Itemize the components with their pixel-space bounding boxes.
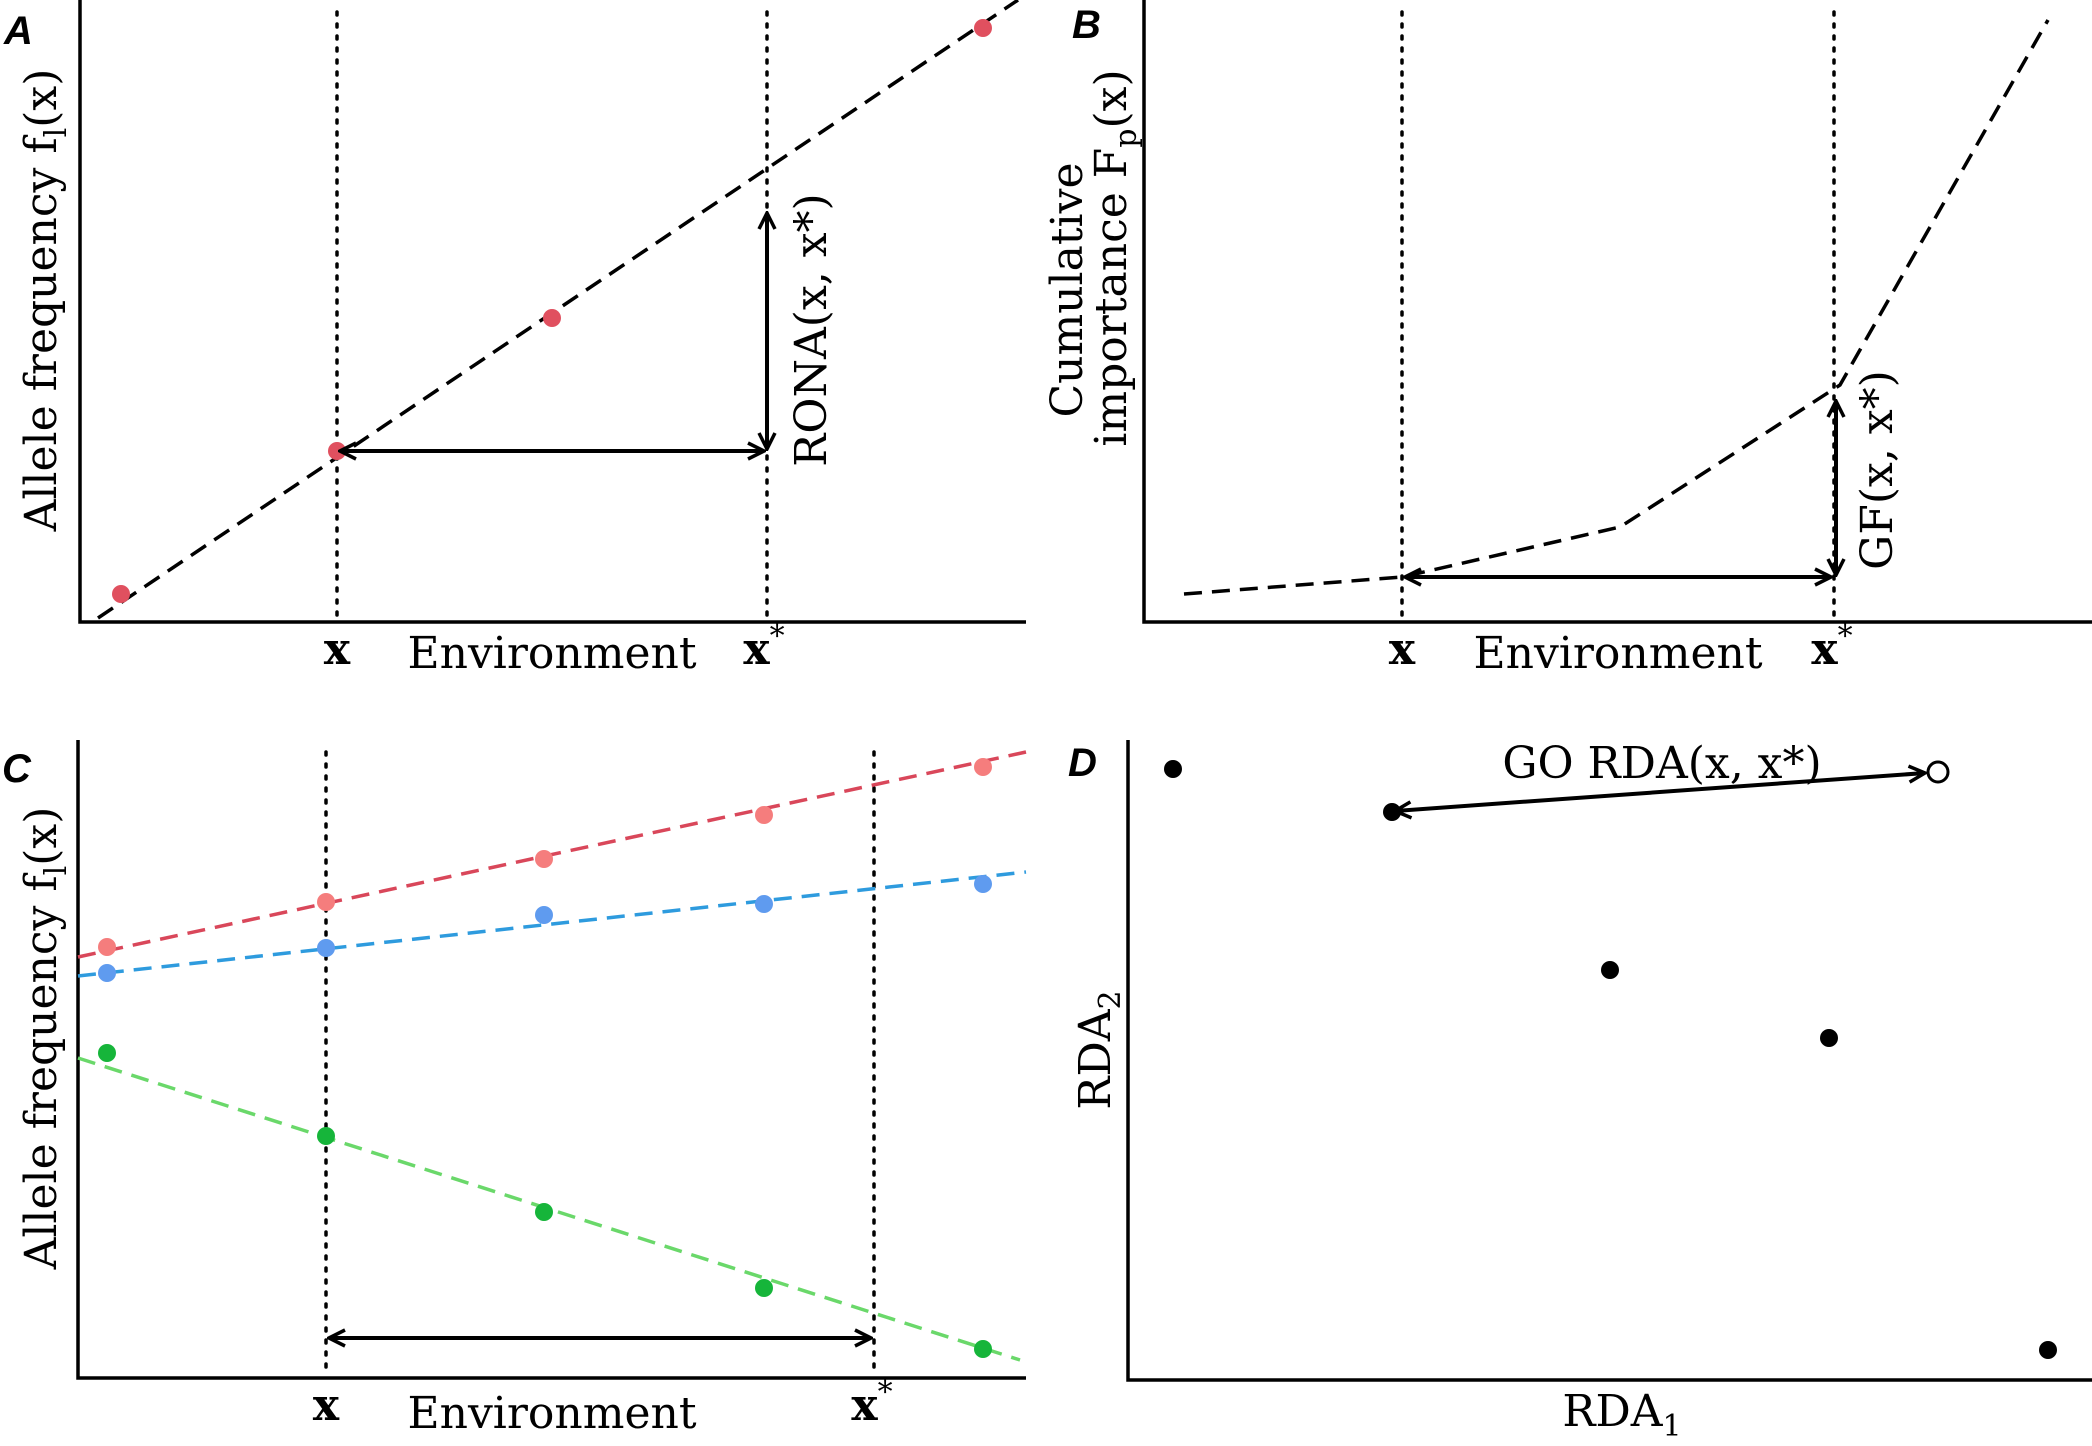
panel-c-blue-point-1 [98, 964, 116, 982]
panel-b-arrow-label: GF(x, x*) [1852, 370, 1903, 570]
panel-a-point-3 [543, 309, 561, 327]
panel-d-point-3 [1601, 961, 1619, 979]
panel-b-x-marker: x [1389, 624, 1416, 675]
panel-c-green-point-2 [317, 1127, 335, 1145]
panel-a-x-axis-label: Environment [407, 628, 696, 679]
panel-b-xstar-marker: x* [1811, 619, 1852, 675]
panel-a-point-4 [974, 19, 992, 37]
panel-c-red-line [77, 750, 1027, 959]
panel-c-red-point-2 [317, 893, 335, 911]
panel-d-point-5 [2039, 1341, 2057, 1359]
panel-c-red-point-4 [755, 806, 773, 824]
panel-a: A RONA(x, x*) Allele frequency fl(x) x E… [3, 0, 1026, 679]
panel-c-xstar-marker: x* [851, 1375, 892, 1431]
panel-c-green-line [77, 1056, 1021, 1362]
panel-b-cumulative-curve [1183, 19, 2050, 596]
panel-c-red-point-1 [98, 938, 116, 956]
panel-b-y-axis-label-line1: Cumulative [1042, 162, 1093, 417]
panel-a-trend-line [97, 0, 1019, 620]
panel-a-y-axis-label: Allele frequency fl(x) [16, 69, 74, 533]
panel-c-blue-point-2 [317, 939, 335, 957]
panel-d-arrow [1395, 773, 1925, 811]
panel-d-arrow-label: GO RDA(x, x*) [1502, 738, 1821, 789]
panel-c-blue-line [77, 870, 1027, 978]
panel-d-axes [1126, 740, 2092, 1382]
panel-a-letter: A [3, 9, 33, 53]
panel-b-letter: B [1072, 3, 1101, 47]
panel-c-x-axis-label: Environment [407, 1388, 696, 1439]
panel-d-point-1 [1164, 760, 1182, 778]
panel-a-xstar-marker: x* [743, 619, 784, 675]
panel-c-blue-point-3 [535, 906, 553, 924]
panel-b-axes [1142, 0, 2092, 624]
panel-a-point-1 [112, 585, 130, 603]
panel-b-x-axis-label: Environment [1473, 628, 1762, 679]
panel-c-blue-point-4 [755, 895, 773, 913]
panel-c-x-marker: x [313, 1380, 340, 1431]
panel-d: D GO RDA(x, x*) RDA1 RDA2 [1068, 738, 2092, 1444]
panel-a-axes [78, 0, 1026, 624]
panel-c-red-point-3 [535, 850, 553, 868]
panel-d-point-4 [1820, 1029, 1838, 1047]
panel-a-arrow-label: RONA(x, x*) [786, 193, 837, 466]
panel-b-y-axis-label-line2: importance Fp(x) [1086, 69, 1144, 446]
panel-c-green-point-4 [755, 1279, 773, 1297]
panel-c-green-point-1 [98, 1044, 116, 1062]
panel-c-blue-point-5 [974, 875, 992, 893]
panel-c-green-point-5 [974, 1340, 992, 1358]
panel-c-axes [76, 740, 1026, 1380]
panel-d-x-axis-label: RDA1 [1562, 1386, 1681, 1444]
panel-b: B GF(x, x*) Cumulative importance Fp(x) … [1042, 0, 2092, 679]
panel-d-y-axis-label: RDA2 [1070, 990, 1128, 1109]
panel-c-letter: C [2, 747, 32, 791]
panel-d-letter: D [1068, 741, 1097, 785]
panel-c: C Allele frequency fl(x) x Environment x… [2, 740, 1027, 1439]
panel-d-open-point [1926, 760, 1950, 784]
panel-c-red-point-5 [974, 758, 992, 776]
panel-c-y-axis-label: Allele frequency fl(x) [16, 807, 74, 1271]
panel-c-green-point-3 [535, 1203, 553, 1221]
panel-a-x-marker: x [324, 624, 351, 675]
